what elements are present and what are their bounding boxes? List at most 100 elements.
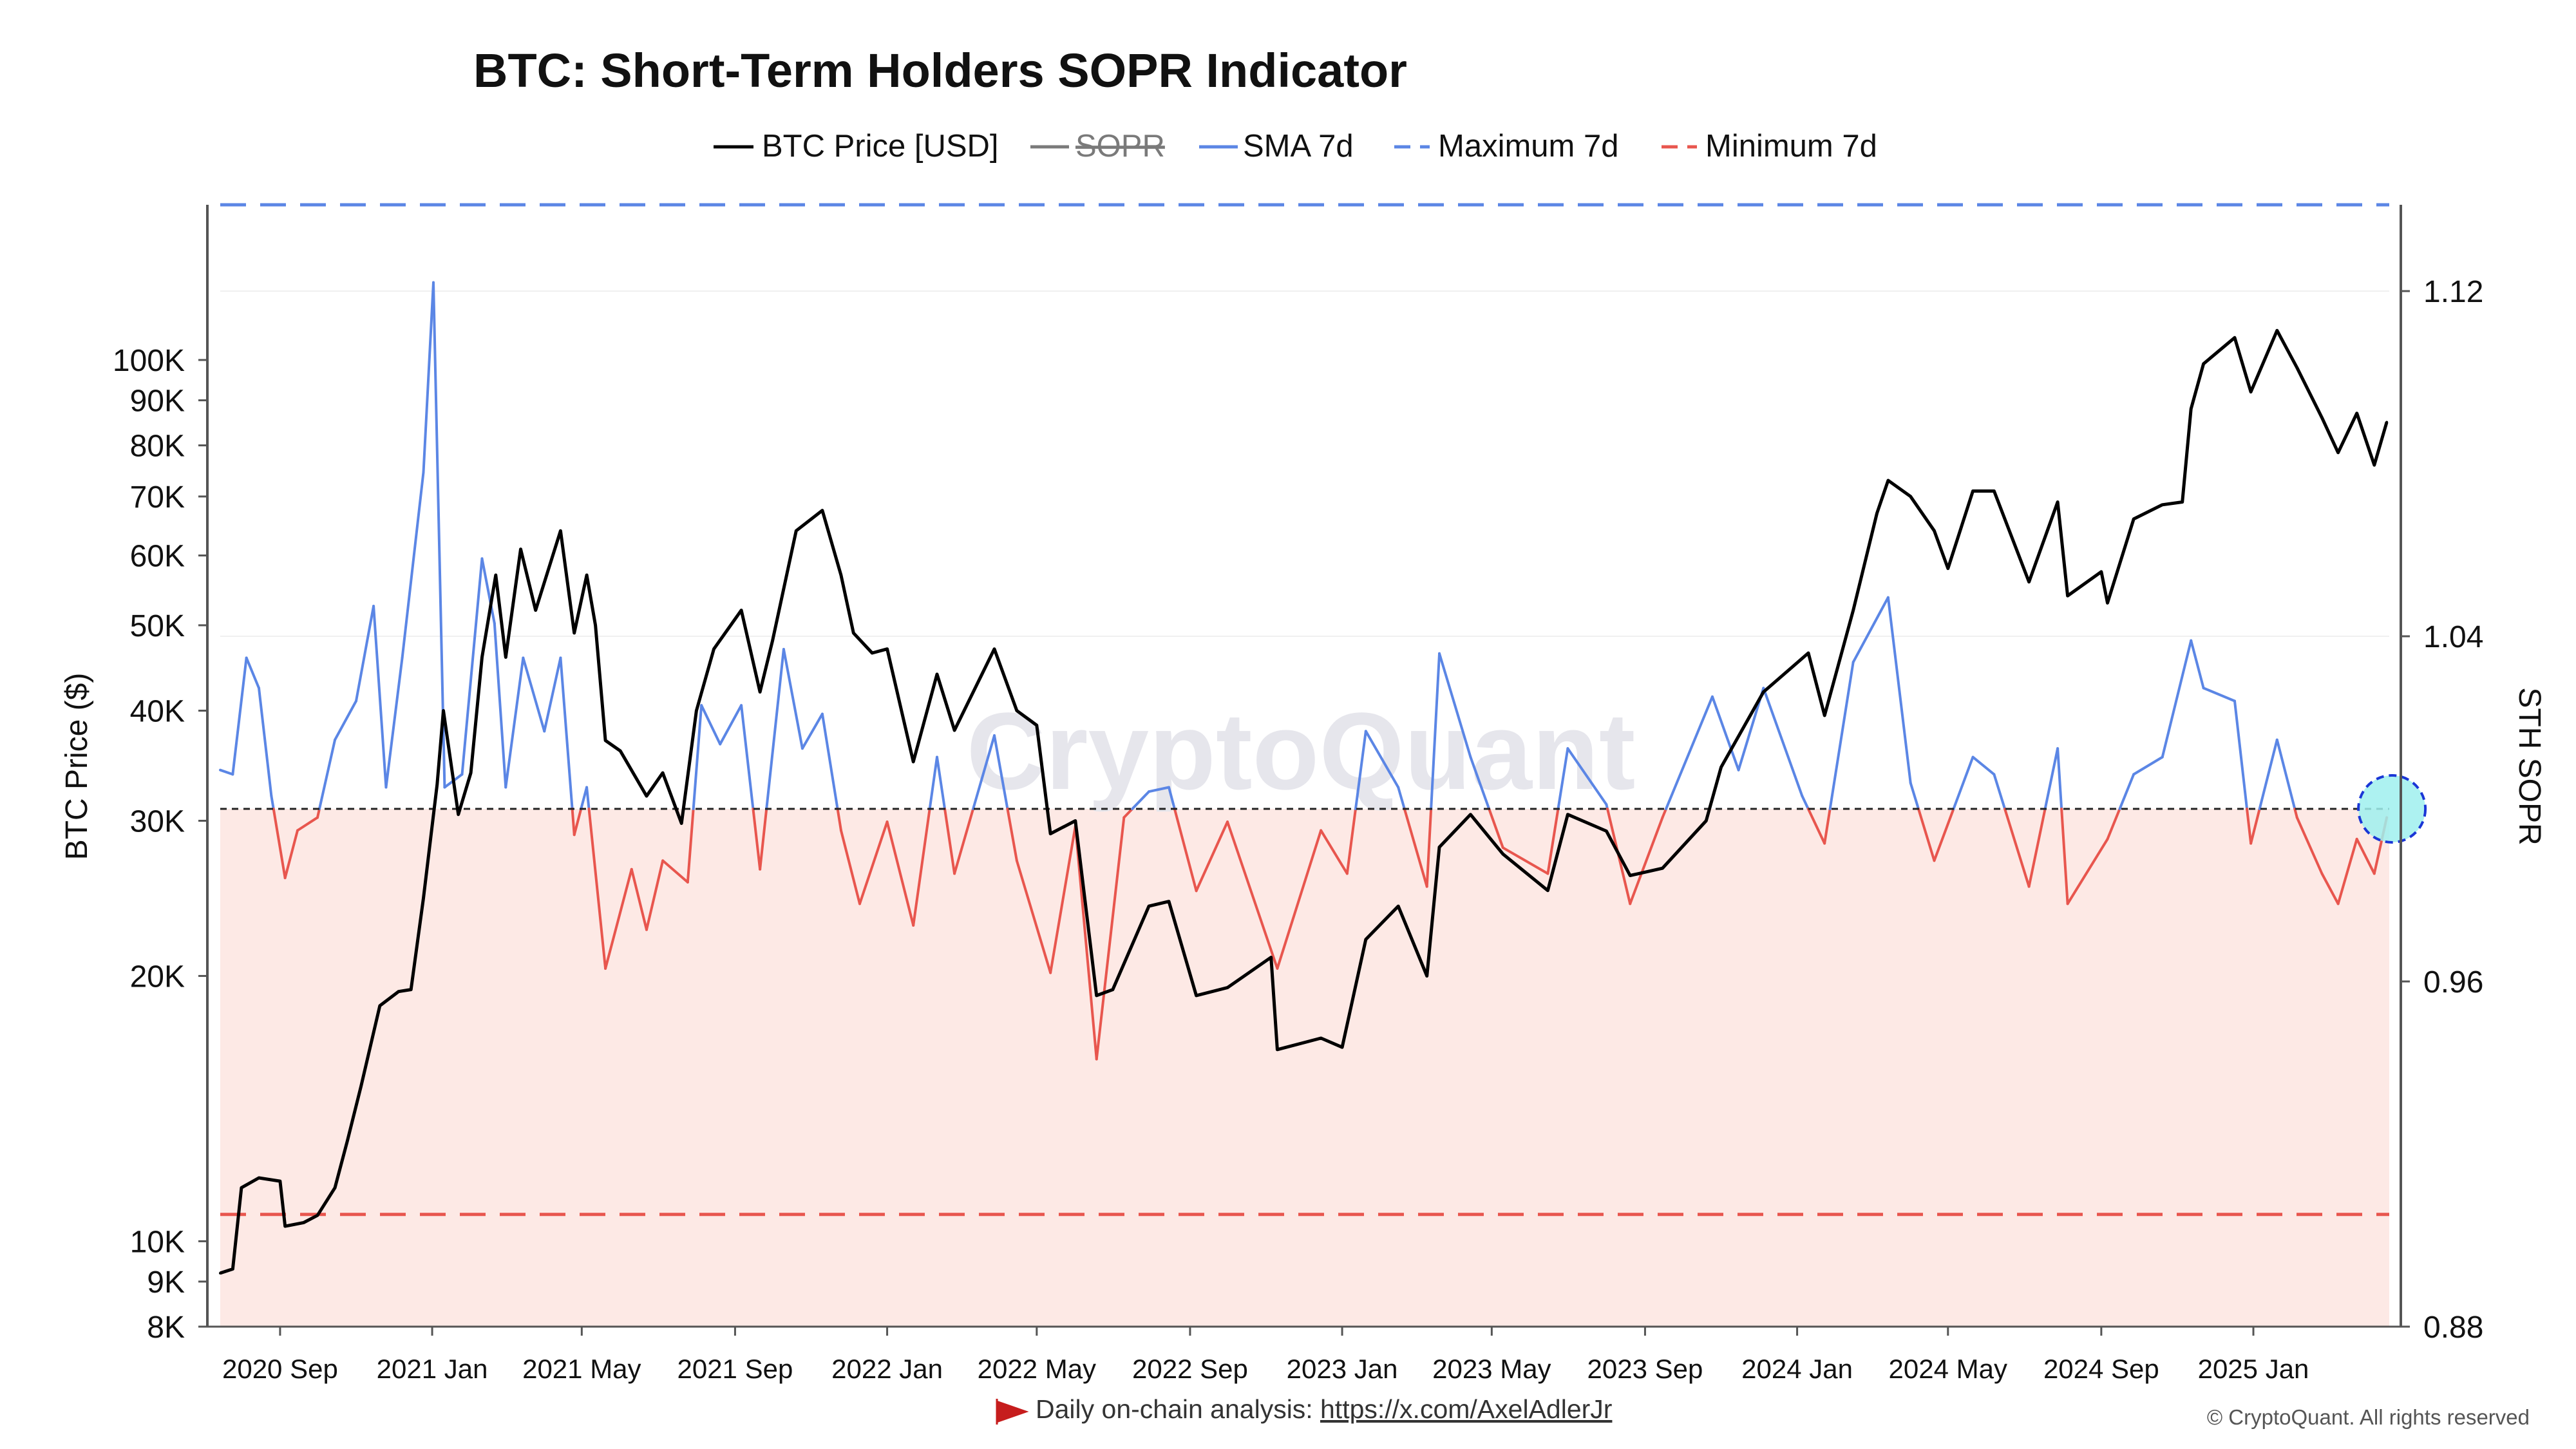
legend-item-maximum-7d[interactable]: Maximum 7d <box>1394 129 1618 164</box>
sma-7d-point <box>480 557 483 560</box>
sma-7d-point <box>296 829 299 831</box>
legend-item-btc-price[interactable]: BTC Price [USD] <box>714 129 999 164</box>
sma-7d-segment <box>258 687 273 797</box>
sma-7d-point <box>687 881 689 884</box>
sma-7d-segment <box>1131 790 1151 810</box>
sma-7d-segment <box>1566 747 1608 806</box>
sma-7d-segment <box>272 808 287 880</box>
legend-item-sma-7d[interactable]: SMA 7d <box>1199 129 1354 164</box>
sma-7d-point <box>2233 700 2236 702</box>
sma-7d-point <box>993 734 996 737</box>
sma-7d-segment <box>1828 661 1855 810</box>
btc-price-point <box>1111 988 1114 991</box>
sma-7d-segment <box>1665 695 1714 810</box>
btc-price-point <box>442 709 445 712</box>
btc-price-point <box>1425 974 1428 978</box>
btc-price-point <box>334 1186 337 1189</box>
sma-7d-segment <box>1993 773 2007 810</box>
sma-7d-segment <box>2161 639 2193 759</box>
sma-7d-segment <box>2060 808 2069 905</box>
sma-7d-point <box>1276 967 1278 970</box>
legend-item-minimum-7d[interactable]: Minimum 7d <box>1662 129 1877 164</box>
btc-price-point <box>1049 832 1052 835</box>
btc-price-point <box>740 609 743 612</box>
btc-price-point <box>435 782 439 786</box>
sma-7d-point <box>1546 873 1549 875</box>
btc-price-point <box>2181 500 2184 504</box>
btc-price-point <box>1341 1046 1344 1049</box>
btc-price-point <box>1397 905 1400 908</box>
sma-7d-point <box>1738 769 1740 772</box>
sma-7d-segment <box>943 808 956 875</box>
x-tick-label: 2022 May <box>978 1354 1096 1384</box>
sma-7d-segment <box>2233 699 2249 810</box>
sma-7d-segment <box>571 808 576 837</box>
left-tick-label: 20K <box>130 960 185 994</box>
sma-7d-segment <box>1762 687 1804 797</box>
left-tick-label: 80K <box>130 430 185 464</box>
btc-price-point <box>2099 570 2103 573</box>
btc-price-point <box>795 529 798 533</box>
sma-7d-segment <box>1488 808 1504 849</box>
sma-7d-point <box>645 929 648 931</box>
x-tick-label: 2023 Sep <box>1587 1354 1703 1384</box>
sma-7d-segment <box>719 704 743 746</box>
btc-price-point <box>661 772 665 775</box>
sma-7d-segment <box>836 808 842 832</box>
sma-7d-segment <box>1952 755 1975 810</box>
sma-7d-segment <box>2190 639 2205 690</box>
sma-7d-segment <box>1806 808 1826 845</box>
sma-7d-segment <box>2066 837 2109 905</box>
btc-price-point <box>1074 819 1077 822</box>
sma-7d-point <box>858 902 861 905</box>
sma-7d-point <box>936 756 938 759</box>
sma-7d-segment <box>2118 773 2136 810</box>
sma-7d-point <box>245 657 248 659</box>
sma-7d-point <box>1852 661 1855 663</box>
footer-link[interactable]: https://x.com/AxelAdlerJr <box>1320 1394 1612 1424</box>
sma-7d-segment <box>1661 808 1668 819</box>
btc-price-point <box>604 739 607 742</box>
btc-price-point <box>231 1267 234 1271</box>
sma-7d-point <box>559 657 562 659</box>
legend-item-sopr[interactable]: SOPR <box>1030 129 1165 164</box>
sma-7d-point <box>719 743 721 745</box>
sma-7d-point <box>1971 756 1974 759</box>
sma-7d-point <box>2373 873 2376 875</box>
btc-price-point <box>1469 813 1472 816</box>
sma-7d-point <box>219 769 222 772</box>
x-tick-label: 2024 Sep <box>2043 1354 2159 1384</box>
sma-7d-segment <box>912 808 931 927</box>
sma-7d-segment <box>1148 786 1171 793</box>
btc-price-point <box>1946 567 1949 570</box>
sma-7d-point <box>585 786 588 788</box>
sma-7d-point <box>801 747 804 750</box>
btc-price-point <box>1168 900 1171 903</box>
btc-price-point <box>1364 938 1367 941</box>
btc-price-point <box>302 1221 305 1224</box>
btc-price-point <box>1933 529 1936 533</box>
sma-7d-segment <box>692 704 703 810</box>
sma-7d-segment <box>2336 837 2358 905</box>
btc-price-point <box>378 1004 381 1007</box>
legend: BTC Price [USD] SOPR SMA 7d Maximum 7d M… <box>714 129 1877 164</box>
sma-7d-segment <box>543 656 562 733</box>
x-tick-label: 2022 Sep <box>1132 1354 1248 1384</box>
sma-7d-point <box>422 471 425 473</box>
btc-price-point <box>1993 489 1996 493</box>
sma-7d-segment <box>1276 829 1323 970</box>
sma-7d-segment <box>645 859 665 931</box>
sma-7d-segment <box>2249 808 2261 845</box>
btc-price-point <box>2132 517 2136 520</box>
btc-price-point <box>519 547 522 551</box>
sma-7d-point <box>2028 886 2031 888</box>
sma-7d-point <box>1016 859 1018 862</box>
sma-7d-point <box>1762 687 1765 689</box>
btc-price-point <box>2066 594 2069 598</box>
sma-7d-segment <box>1438 652 1472 759</box>
btc-price-point <box>2161 503 2164 506</box>
sma-7d-point <box>886 820 889 823</box>
sma-7d-segment <box>2202 687 2236 703</box>
x-tick-label: 2023 May <box>1432 1354 1551 1384</box>
btc-price-point <box>759 690 762 694</box>
